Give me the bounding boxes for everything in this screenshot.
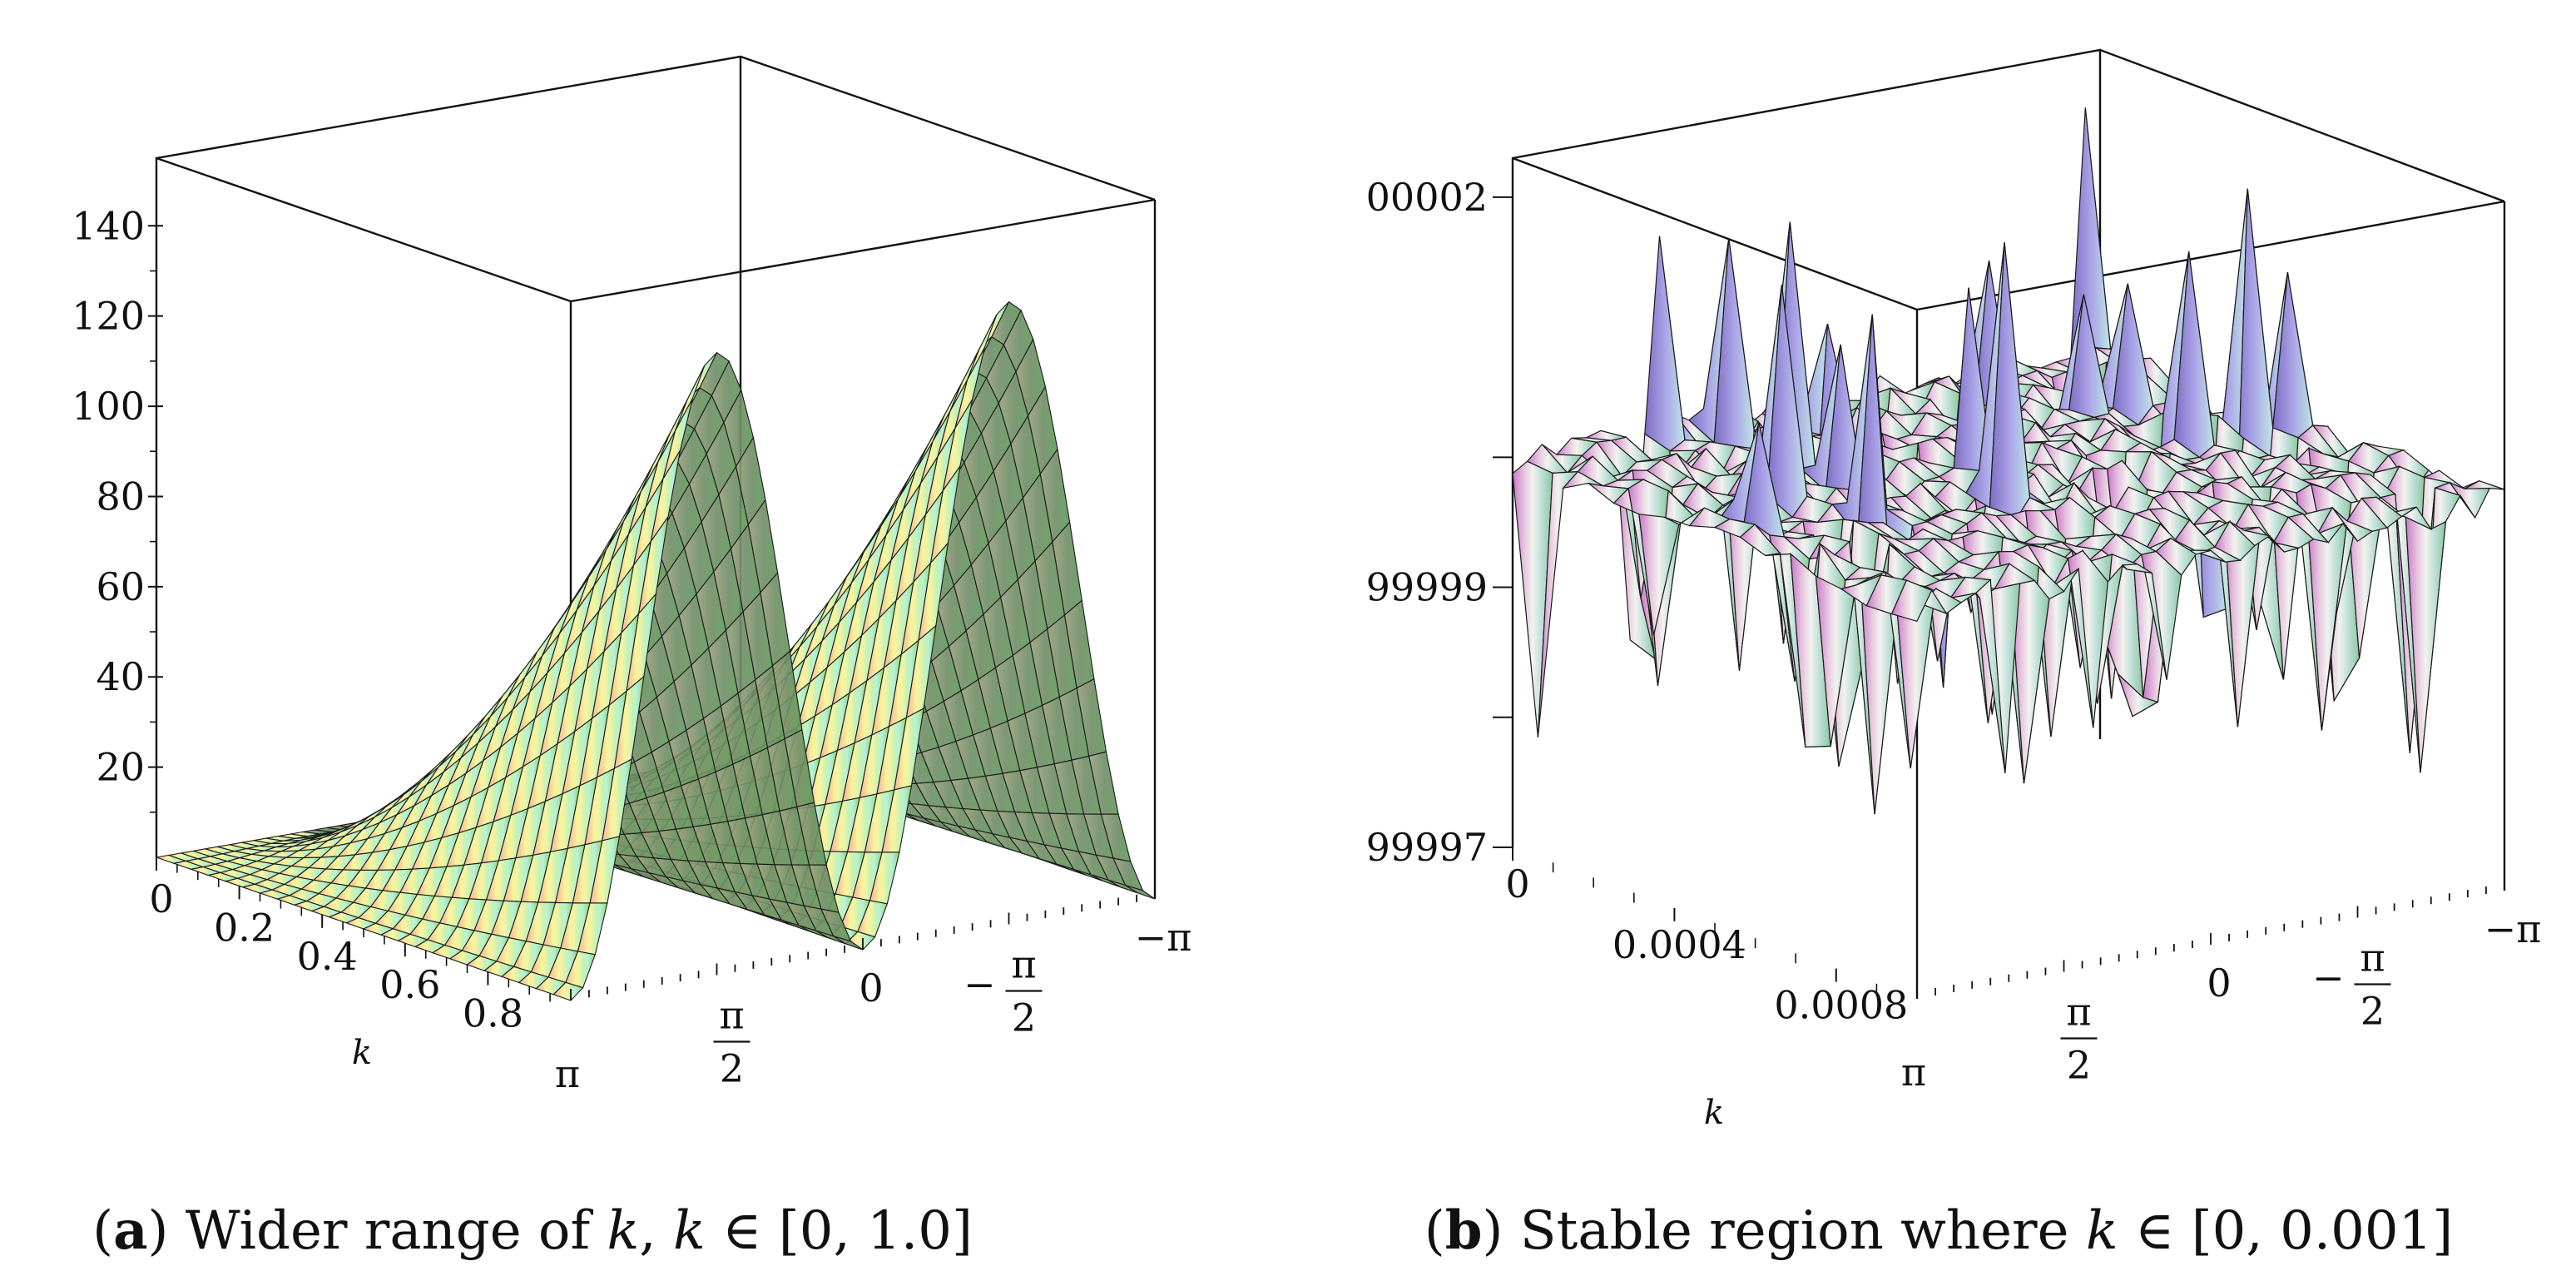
k-tick-label-a: 0.8 bbox=[463, 991, 523, 1036]
k-axis-label-b: k bbox=[1704, 1094, 1724, 1132]
k-tick-label-b: 0.0008 bbox=[1774, 983, 1908, 1028]
theta-tick-label-b-prefix: − bbox=[2312, 955, 2345, 1000]
z-tick-label-a: 60 bbox=[96, 564, 145, 609]
z-tick-label-a: 20 bbox=[96, 745, 145, 790]
box-top-right-edge-b bbox=[2099, 48, 2505, 203]
caption-a-var2: k bbox=[673, 1200, 706, 1262]
box-top-left-edge-b bbox=[1512, 156, 1918, 311]
box-top-front-edge-a bbox=[570, 198, 1156, 303]
k-tick-label-a: 0 bbox=[149, 876, 173, 921]
surface-b-patch bbox=[2070, 107, 2112, 360]
theta-tick-label-b-den: 2 bbox=[2361, 988, 2385, 1033]
k-tick-label-a: 0.6 bbox=[379, 962, 440, 1007]
surface-a-patch bbox=[552, 981, 584, 1001]
theta-tick-label-a-num: π bbox=[1011, 941, 1036, 986]
k-tick-label-a: 0.4 bbox=[297, 934, 358, 979]
z-tick-label-a: 80 bbox=[96, 474, 145, 519]
theta-tick-label-a-den: 2 bbox=[1012, 995, 1036, 1040]
z-tick-label-a: 40 bbox=[96, 654, 145, 699]
z-axis-a: 20 40 60 80 100 120 140 bbox=[72, 203, 163, 813]
theta-tick-label-a: − π 2 bbox=[964, 941, 1043, 1040]
box-top-right-edge-a bbox=[740, 55, 1156, 201]
z-axis-b: 00002 99999 99997 bbox=[1366, 175, 1513, 870]
k-axis-b: 0 0.0004 0.0008 k bbox=[1505, 847, 1908, 1132]
z-tick-label-a: 140 bbox=[72, 203, 145, 248]
theta-tick-label-b: 0 bbox=[2207, 961, 2231, 1005]
z-tick-label-b: 00002 bbox=[1366, 175, 1488, 220]
caption-a-var1: k bbox=[607, 1200, 639, 1262]
caption-b: (b) Stable region where k ∈ [0, 0.001] bbox=[1424, 1199, 2454, 1262]
theta-tick-label-a: π bbox=[555, 1051, 580, 1096]
caption-a: (a) Wider range of k, k ∈ [0, 1.0] bbox=[92, 1199, 973, 1262]
theta-tick-label-a-num: π bbox=[719, 993, 744, 1038]
k-tick-label-b: 0.0004 bbox=[1612, 922, 1746, 967]
caption-b-range: ∈ [0, 0.001] bbox=[2135, 1200, 2453, 1262]
theta-tick-label-b: −π bbox=[2484, 906, 2542, 951]
caption-a-text: Wider range of bbox=[186, 1200, 594, 1262]
caption-a-range: ∈ [0, 1.0] bbox=[722, 1200, 973, 1262]
theta-tick-label-a: π2 bbox=[713, 993, 751, 1091]
box-top-front-edge-b bbox=[1916, 200, 2505, 311]
theta-tick-label-b-num: π bbox=[2066, 990, 2091, 1035]
caption-a-sep: , bbox=[639, 1200, 656, 1262]
k-axis-a: 0 0.2 0.4 0.6 0.8 k bbox=[149, 857, 551, 1072]
theta-tick-label-a-den: 2 bbox=[720, 1046, 744, 1091]
caption-b-text: Stable region where bbox=[1520, 1200, 2069, 1262]
surface-b-patch bbox=[2112, 283, 2154, 426]
caption-b-letter: b bbox=[1445, 1199, 1483, 1262]
z-tick-label-b: 99999 bbox=[1366, 565, 1488, 610]
box-top-left-edge-a bbox=[156, 156, 572, 303]
theta-tick-label-b-num: π bbox=[2360, 935, 2385, 980]
theta-tick-label-a: 0 bbox=[859, 966, 883, 1010]
theta-tick-label-a-prefix: − bbox=[964, 961, 996, 1006]
z-tick-label-a: 120 bbox=[72, 294, 145, 339]
surface-b-patch bbox=[1890, 579, 1933, 623]
z-tick-label-b: 99997 bbox=[1366, 825, 1488, 870]
theta-tick-label-b: π bbox=[1901, 1050, 1926, 1095]
surface-a bbox=[156, 300, 1156, 1001]
k-tick-label-a: 0.2 bbox=[214, 905, 275, 950]
theta-tick-label-b: π2 bbox=[2060, 990, 2098, 1088]
k-axis-label-a: k bbox=[352, 1034, 372, 1072]
caption-a-letter: a bbox=[113, 1199, 147, 1262]
theta-tick-label-a: −π bbox=[1135, 915, 1192, 960]
surface-b bbox=[1512, 107, 2505, 815]
caption-b-var1: k bbox=[2086, 1200, 2118, 1262]
z-tick-label-a: 100 bbox=[72, 384, 145, 429]
surface-b-patch bbox=[1644, 236, 1686, 452]
theta-tick-label-b-den: 2 bbox=[2067, 1043, 2091, 1088]
theta-tick-label-b: − π 2 bbox=[2312, 935, 2391, 1033]
k-tick-label-b: 0 bbox=[1505, 861, 1529, 906]
